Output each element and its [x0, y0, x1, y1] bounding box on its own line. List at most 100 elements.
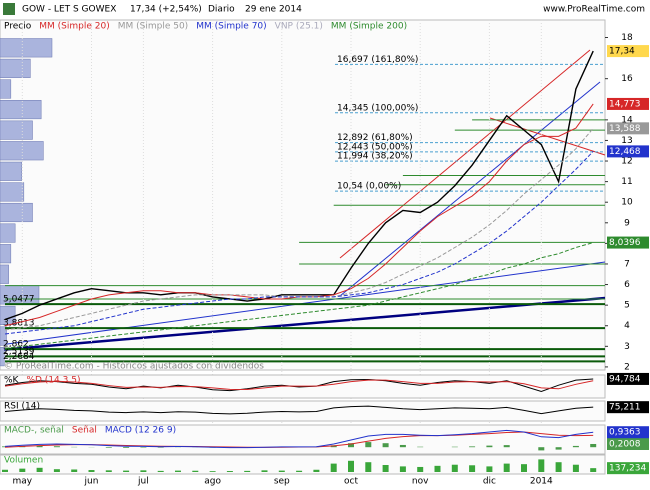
series-line: [4, 379, 594, 391]
bar: [175, 470, 181, 472]
bar: [19, 468, 26, 472]
volume-profile-bar: [0, 347, 5, 367]
bar: [503, 463, 510, 472]
value-box: [607, 45, 649, 58]
value-box: [607, 97, 649, 110]
bar: [382, 443, 389, 448]
value-box-label: 137,234: [609, 464, 646, 474]
volume-profile-bar: [0, 326, 7, 346]
site: www.ProRealTime.com: [543, 5, 645, 15]
x-tick-label: 2014: [530, 477, 553, 487]
bar: [486, 466, 493, 472]
x-tick-label: oct: [344, 477, 358, 487]
level-label: 2,2684: [3, 352, 35, 362]
level-label: 2,862: [3, 340, 29, 350]
legend-item: MM (Simple 70): [196, 22, 266, 32]
date: 29 ene 2014: [245, 5, 302, 15]
y-tick-label: 4: [624, 321, 630, 331]
bar: [572, 445, 579, 448]
bar: [244, 470, 251, 472]
bar: [53, 469, 60, 472]
legend-item: Señal: [72, 426, 97, 436]
legend-item: VNP (25.1): [275, 22, 323, 32]
legend-item: Volumen: [4, 456, 43, 466]
y-tick-label: 11: [621, 177, 632, 187]
value-box-label: 0,2008: [609, 439, 641, 449]
x-tick-label: sep: [274, 477, 290, 487]
bar: [399, 466, 406, 472]
y-tick-label: 6: [624, 280, 630, 290]
x-tick-label: dic: [483, 477, 496, 487]
value-box-label: 17,34: [609, 47, 635, 57]
symbol: GOW - LET S GOWEX: [22, 5, 116, 15]
volume-profile-bar: [0, 202, 33, 223]
volume-profile-bar: [0, 141, 44, 161]
bar: [572, 464, 579, 472]
bar: [123, 470, 130, 472]
value-box-label: 75,211: [609, 403, 641, 413]
bar: [105, 470, 112, 472]
legend-item: Precio: [4, 22, 32, 32]
bar: [105, 447, 112, 448]
bar: [261, 470, 268, 472]
bar: [2, 469, 8, 472]
bar: [434, 465, 441, 472]
trend-long-thick: [0, 296, 606, 352]
volume-profile-bar: [0, 161, 22, 181]
bar: [296, 470, 303, 472]
bar: [53, 446, 60, 448]
bar: [590, 468, 597, 472]
legend-item: %K: [4, 376, 20, 386]
x-tick-label: ago: [204, 477, 221, 487]
bar: [330, 463, 337, 472]
y-tick-label: 13: [621, 136, 632, 146]
bar: [590, 443, 597, 448]
y-tick-label: 3: [624, 342, 630, 352]
legend-item: MACD (12 26 9): [105, 426, 176, 436]
value-box-label: 12,468: [609, 147, 641, 157]
fib-label: 16,697 (161,80%): [337, 55, 418, 65]
value-box: [607, 236, 649, 249]
watermark: © ProRealTime.com - Históricos ajustados…: [4, 361, 264, 372]
volume-profile-bar: [0, 38, 53, 58]
legend-item: RSI (14): [4, 402, 40, 412]
volume-profile-bar: [0, 100, 42, 120]
bar: [486, 445, 493, 448]
bar: [226, 471, 233, 472]
value-box: [607, 145, 649, 158]
bar: [36, 445, 43, 448]
bar: [538, 447, 545, 451]
level-label: 2,5139: [3, 347, 35, 357]
fib-label: 12,892 (61,80%): [337, 133, 413, 143]
series-line: [4, 378, 594, 393]
panel: [0, 400, 606, 422]
channel-bottom: [339, 81, 601, 297]
fib-label: 10,54 (0,00%): [337, 182, 401, 192]
x-tick-label: jul: [137, 477, 149, 487]
bar: [469, 446, 476, 448]
period: Diario: [208, 5, 235, 15]
bar: [140, 470, 147, 472]
x-tick-label: nov: [412, 477, 429, 487]
bar: [365, 462, 372, 472]
fib-label: 12,443 (50,00%): [337, 142, 413, 152]
series-line: [4, 405, 594, 415]
main-panel: [0, 19, 606, 371]
y-tick-label: 16: [621, 74, 633, 84]
legend-item: MACD-, señal: [4, 426, 64, 436]
volume-profile-bar: [0, 182, 25, 202]
bar: [503, 445, 510, 448]
y-tick-label: 12: [621, 157, 632, 167]
value-box: [607, 401, 649, 414]
value-box: [607, 426, 649, 439]
volume-profile-bar: [0, 264, 9, 284]
volume-profile-bar: [0, 120, 33, 140]
fib-label: 11,994 (38,20%): [337, 152, 413, 162]
bar: [278, 470, 285, 472]
legend-item: %D (14 3 5): [26, 376, 80, 386]
y-tick-label: 10: [621, 198, 633, 208]
bar: [521, 464, 527, 472]
volume-profile-bar: [0, 223, 16, 243]
series-line: [4, 151, 594, 335]
y-tick-label: 2: [624, 362, 630, 372]
